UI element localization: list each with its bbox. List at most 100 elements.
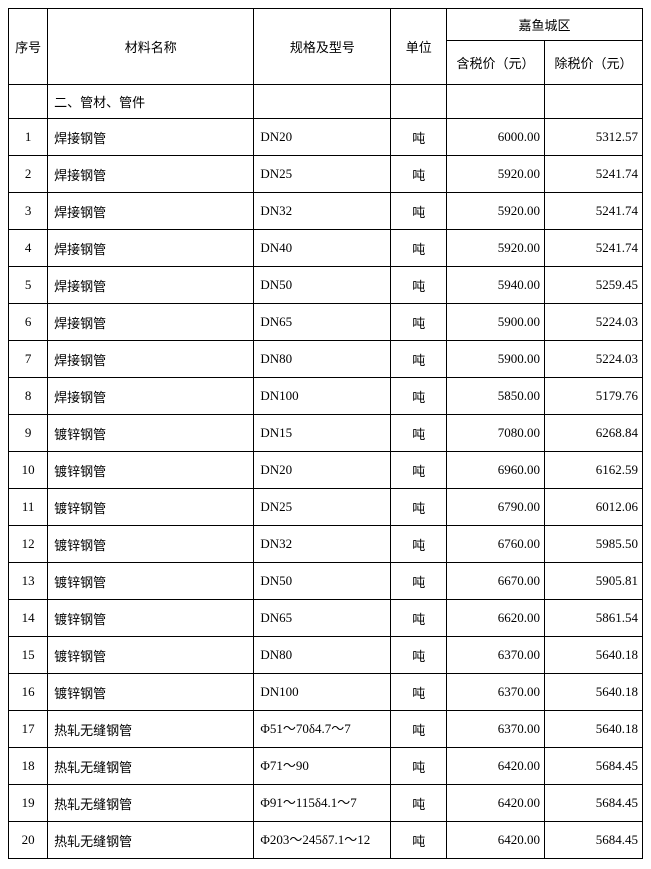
table-row: 13镀锌钢管DN50吨6670.005905.81 <box>9 563 643 600</box>
cell-unit: 吨 <box>391 193 447 230</box>
materials-price-table: 序号 材料名称 规格及型号 单位 嘉鱼城区 含税价（元） 除税价（元） 二、管材… <box>8 8 643 859</box>
cell-material-name: 镀锌钢管 <box>48 637 254 674</box>
cell-material-name: 镀锌钢管 <box>48 415 254 452</box>
table-row: 5焊接钢管DN50吨5940.005259.45 <box>9 267 643 304</box>
cell-notax-price: 5861.54 <box>545 600 643 637</box>
table-row: 16镀锌钢管DN100吨6370.005640.18 <box>9 674 643 711</box>
cell-material-name: 热轧无缝钢管 <box>48 822 254 859</box>
cell-spec: DN20 <box>254 452 391 489</box>
cell-spec: DN20 <box>254 119 391 156</box>
cell-tax-price: 6670.00 <box>447 563 545 600</box>
cell-spec: DN100 <box>254 674 391 711</box>
cell-material-name: 焊接钢管 <box>48 119 254 156</box>
header-index: 序号 <box>9 9 48 85</box>
cell-index: 4 <box>9 230 48 267</box>
cell-notax-price: 5684.45 <box>545 785 643 822</box>
cell-spec: DN50 <box>254 563 391 600</box>
cell-material-name: 焊接钢管 <box>48 304 254 341</box>
table-row: 14镀锌钢管DN65吨6620.005861.54 <box>9 600 643 637</box>
cell-tax-price: 7080.00 <box>447 415 545 452</box>
cell-notax-price: 5259.45 <box>545 267 643 304</box>
table-row: 20热轧无缝钢管Φ203～245δ7.1～12吨6420.005684.45 <box>9 822 643 859</box>
cell-index: 17 <box>9 711 48 748</box>
cell-tax-price: 5920.00 <box>447 193 545 230</box>
cell-tax-price: 6620.00 <box>447 600 545 637</box>
cell-unit: 吨 <box>391 822 447 859</box>
cell-unit: 吨 <box>391 415 447 452</box>
cell-unit: 吨 <box>391 267 447 304</box>
cell-material-name: 镀锌钢管 <box>48 600 254 637</box>
table-row: 3焊接钢管DN32吨5920.005241.74 <box>9 193 643 230</box>
cell-spec: DN80 <box>254 637 391 674</box>
cell-unit: 吨 <box>391 489 447 526</box>
cell-index: 11 <box>9 489 48 526</box>
cell-index: 3 <box>9 193 48 230</box>
cell-spec: Φ91～115δ4.1～7 <box>254 785 391 822</box>
cell-notax-price: 5905.81 <box>545 563 643 600</box>
cell-notax-price: 5241.74 <box>545 230 643 267</box>
cell-spec: DN65 <box>254 304 391 341</box>
cell-notax-price: 5224.03 <box>545 341 643 378</box>
table-row: 2焊接钢管DN25吨5920.005241.74 <box>9 156 643 193</box>
header-unit: 单位 <box>391 9 447 85</box>
cell-material-name: 焊接钢管 <box>48 156 254 193</box>
cell-material-name: 焊接钢管 <box>48 193 254 230</box>
cell-index: 8 <box>9 378 48 415</box>
section-unit-cell <box>391 85 447 119</box>
cell-unit: 吨 <box>391 119 447 156</box>
cell-material-name: 焊接钢管 <box>48 230 254 267</box>
section-index-cell <box>9 85 48 119</box>
cell-tax-price: 6420.00 <box>447 822 545 859</box>
cell-index: 16 <box>9 674 48 711</box>
cell-notax-price: 5640.18 <box>545 637 643 674</box>
table-header: 序号 材料名称 规格及型号 单位 嘉鱼城区 含税价（元） 除税价（元） <box>9 9 643 85</box>
table-row: 12镀锌钢管DN32吨6760.005985.50 <box>9 526 643 563</box>
section-title: 二、管材、管件 <box>48 85 254 119</box>
cell-tax-price: 6760.00 <box>447 526 545 563</box>
cell-spec: Φ71～90 <box>254 748 391 785</box>
cell-spec: DN32 <box>254 193 391 230</box>
table-row: 10镀锌钢管DN20吨6960.006162.59 <box>9 452 643 489</box>
cell-spec: DN25 <box>254 489 391 526</box>
cell-spec: DN15 <box>254 415 391 452</box>
table-body: 二、管材、管件 1焊接钢管DN20吨6000.005312.572焊接钢管DN2… <box>9 85 643 859</box>
table-row: 8焊接钢管DN100吨5850.005179.76 <box>9 378 643 415</box>
table-row: 7焊接钢管DN80吨5900.005224.03 <box>9 341 643 378</box>
cell-notax-price: 5241.74 <box>545 193 643 230</box>
cell-index: 14 <box>9 600 48 637</box>
cell-notax-price: 5985.50 <box>545 526 643 563</box>
cell-tax-price: 6000.00 <box>447 119 545 156</box>
cell-tax-price: 6370.00 <box>447 637 545 674</box>
cell-notax-price: 6268.84 <box>545 415 643 452</box>
header-region: 嘉鱼城区 <box>447 9 643 41</box>
cell-index: 13 <box>9 563 48 600</box>
cell-material-name: 镀锌钢管 <box>48 674 254 711</box>
cell-index: 12 <box>9 526 48 563</box>
cell-index: 5 <box>9 267 48 304</box>
cell-unit: 吨 <box>391 600 447 637</box>
cell-unit: 吨 <box>391 341 447 378</box>
cell-index: 1 <box>9 119 48 156</box>
cell-unit: 吨 <box>391 674 447 711</box>
section-notax-cell <box>545 85 643 119</box>
cell-unit: 吨 <box>391 563 447 600</box>
table-row: 19热轧无缝钢管Φ91～115δ4.1～7吨6420.005684.45 <box>9 785 643 822</box>
cell-tax-price: 5850.00 <box>447 378 545 415</box>
cell-material-name: 镀锌钢管 <box>48 526 254 563</box>
cell-material-name: 热轧无缝钢管 <box>48 711 254 748</box>
cell-notax-price: 5640.18 <box>545 711 643 748</box>
cell-material-name: 热轧无缝钢管 <box>48 785 254 822</box>
table-row: 11镀锌钢管DN25吨6790.006012.06 <box>9 489 643 526</box>
cell-tax-price: 5900.00 <box>447 341 545 378</box>
cell-index: 9 <box>9 415 48 452</box>
cell-material-name: 焊接钢管 <box>48 378 254 415</box>
cell-spec: DN40 <box>254 230 391 267</box>
header-notax-price: 除税价（元） <box>545 41 643 85</box>
cell-index: 2 <box>9 156 48 193</box>
section-tax-cell <box>447 85 545 119</box>
cell-notax-price: 5179.76 <box>545 378 643 415</box>
table-row: 1焊接钢管DN20吨6000.005312.57 <box>9 119 643 156</box>
cell-spec: DN50 <box>254 267 391 304</box>
table-row: 4焊接钢管DN40吨5920.005241.74 <box>9 230 643 267</box>
cell-tax-price: 6790.00 <box>447 489 545 526</box>
